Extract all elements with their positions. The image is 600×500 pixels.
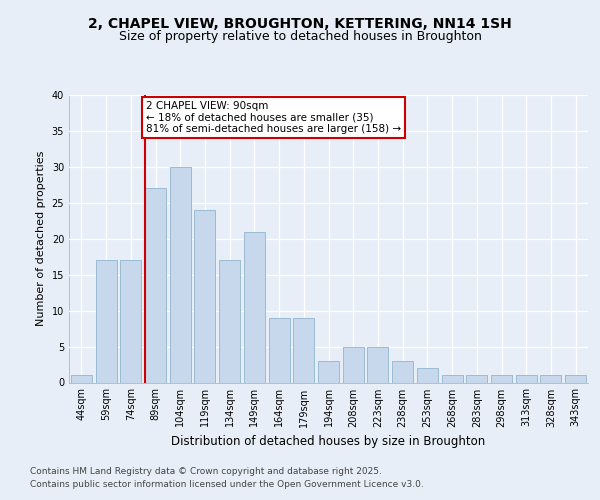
Bar (269, 318, 290, 382)
Bar (491, 376, 512, 382)
Text: Contains HM Land Registry data © Crown copyright and database right 2025.: Contains HM Land Registry data © Crown c… (30, 467, 382, 476)
Bar (367, 346, 388, 382)
Text: Size of property relative to detached houses in Broughton: Size of property relative to detached ho… (119, 30, 481, 43)
Bar (466, 376, 487, 382)
Bar (145, 188, 166, 382)
Bar (95, 260, 116, 382)
Bar (541, 376, 562, 382)
Bar (219, 260, 240, 382)
Bar (516, 376, 537, 382)
Bar (565, 376, 586, 382)
Bar (170, 167, 191, 382)
Bar (318, 361, 339, 382)
Bar (392, 361, 413, 382)
Bar (120, 260, 141, 382)
Bar (442, 376, 463, 382)
Bar (194, 210, 215, 382)
Text: 2, CHAPEL VIEW, BROUGHTON, KETTERING, NN14 1SH: 2, CHAPEL VIEW, BROUGHTON, KETTERING, NN… (88, 18, 512, 32)
Y-axis label: Number of detached properties: Number of detached properties (36, 151, 46, 326)
Text: 2 CHAPEL VIEW: 90sqm
← 18% of detached houses are smaller (35)
81% of semi-detac: 2 CHAPEL VIEW: 90sqm ← 18% of detached h… (146, 101, 401, 134)
Bar (417, 368, 438, 382)
Bar (71, 376, 92, 382)
Bar (244, 232, 265, 382)
X-axis label: Distribution of detached houses by size in Broughton: Distribution of detached houses by size … (172, 435, 485, 448)
Bar (293, 318, 314, 382)
Text: Contains public sector information licensed under the Open Government Licence v3: Contains public sector information licen… (30, 480, 424, 489)
Bar (343, 346, 364, 382)
